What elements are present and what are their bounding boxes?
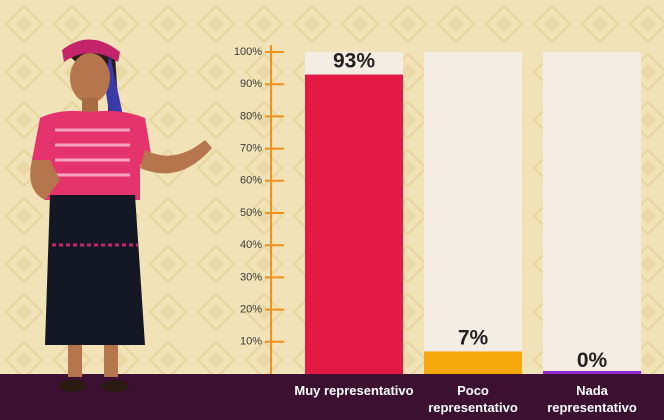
y-tick-label: 50% — [240, 207, 262, 219]
bar-track — [543, 52, 641, 374]
y-tick-label: 90% — [240, 78, 262, 90]
illustration — [30, 39, 212, 392]
y-tick-label: 40% — [240, 239, 262, 251]
value-label: 7% — [458, 326, 489, 349]
value-label: 0% — [577, 349, 608, 372]
bar — [305, 74, 403, 374]
y-tick-label: 60% — [240, 175, 262, 187]
y-tick-label: 80% — [240, 110, 262, 122]
bar — [424, 351, 522, 374]
y-tick-label: 100% — [234, 46, 262, 58]
y-tick-label: 30% — [240, 271, 262, 283]
category-label: Nada representativo — [547, 383, 637, 415]
category-label: Poco representativo — [428, 383, 518, 415]
bar — [543, 371, 641, 374]
category-label: Muy representativo — [294, 383, 414, 398]
bar-track — [424, 52, 522, 374]
y-tick-label: 20% — [240, 304, 262, 316]
y-tick-label: 70% — [240, 143, 262, 155]
y-tick-label: 10% — [240, 336, 262, 348]
value-label: 93% — [333, 50, 375, 73]
